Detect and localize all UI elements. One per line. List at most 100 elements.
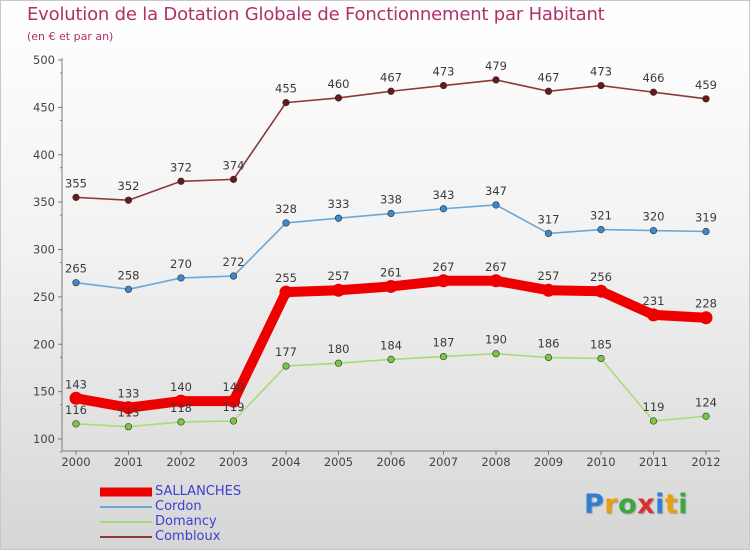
data-point-combloux: [334, 94, 343, 102]
data-point-sallanches: [174, 394, 188, 408]
data-label-combloux: 473: [590, 65, 612, 79]
y-tick-label: 500: [33, 53, 55, 67]
data-point-combloux: [177, 177, 185, 185]
x-tick-label: 2010: [586, 455, 615, 469]
data-point-domancy: [124, 423, 133, 431]
legend-swatch: [100, 520, 152, 523]
data-point-domancy: [387, 355, 395, 364]
series-line-combloux: [75, 79, 707, 202]
data-label-combloux: 467: [538, 70, 560, 84]
data-point-cordon: [702, 227, 710, 236]
data-label-sallanches: 257: [328, 269, 350, 283]
data-point-domancy: [702, 412, 710, 420]
x-tick-label: 2011: [639, 455, 668, 469]
legend-label: Cordon: [155, 499, 202, 514]
data-point-combloux: [597, 81, 605, 90]
legend-swatch: [100, 535, 152, 538]
data-label-combloux: 473: [433, 65, 455, 79]
x-tick-label: 2001: [114, 455, 143, 469]
data-point-combloux: [387, 87, 395, 95]
data-point-combloux: [282, 99, 290, 107]
data-point-cordon: [124, 285, 133, 293]
data-label-combloux: 372: [170, 160, 192, 174]
data-label-combloux: 374: [223, 158, 245, 172]
data-label-domancy: 184: [380, 338, 402, 352]
y-tick-label: 150: [33, 385, 55, 399]
data-label-cordon: 321: [590, 209, 612, 223]
data-point-cordon: [544, 229, 553, 237]
data-point-sallanches: [489, 274, 503, 288]
data-label-domancy: 119: [223, 400, 245, 414]
x-tick-label: 2008: [481, 455, 510, 469]
data-label-domancy: 116: [65, 403, 87, 417]
x-tick-label: 2003: [219, 455, 248, 469]
data-label-cordon: 320: [643, 210, 665, 224]
data-label-sallanches: 267: [433, 260, 455, 274]
y-tick-label: 200: [33, 337, 55, 351]
data-label-sallanches: 255: [275, 271, 297, 285]
x-tick-label: 2004: [271, 455, 300, 469]
data-point-cordon: [492, 201, 500, 209]
data-point-combloux: [544, 87, 553, 95]
data-label-domancy: 180: [328, 342, 350, 356]
y-tick-label: 100: [33, 432, 55, 446]
data-label-domancy: 177: [275, 345, 297, 359]
legend-item-cordon: Cordon: [100, 499, 300, 514]
data-label-domancy: 190: [485, 333, 507, 347]
data-label-domancy: 118: [170, 401, 192, 415]
data-label-sallanches: 256: [590, 270, 612, 284]
legend-label: Combloux: [155, 529, 221, 544]
data-label-cordon: 333: [328, 197, 350, 211]
data-label-cordon: 270: [170, 257, 192, 271]
x-tick-label: 2012: [691, 455, 720, 469]
logo-letter: t: [664, 489, 679, 520]
logo-letter: i: [678, 489, 689, 520]
data-label-cordon: 258: [118, 268, 140, 282]
data-label-combloux: 466: [643, 71, 665, 85]
data-label-combloux: 352: [118, 179, 140, 193]
proxiti-logo: Proxiti: [584, 489, 688, 520]
data-label-sallanches: 267: [485, 260, 507, 274]
data-point-combloux: [649, 88, 658, 96]
data-label-domancy: 119: [643, 400, 665, 414]
data-point-domancy: [177, 418, 185, 426]
logo-letter: P: [584, 489, 605, 520]
data-label-domancy: 185: [590, 337, 612, 351]
data-point-sallanches: [279, 285, 293, 299]
data-point-domancy: [439, 352, 448, 361]
data-point-domancy: [649, 417, 658, 425]
data-label-cordon: 319: [695, 210, 717, 224]
data-point-combloux: [492, 76, 500, 84]
data-point-domancy: [334, 359, 343, 367]
data-point-domancy: [544, 353, 553, 362]
logo-letter: r: [604, 489, 619, 520]
x-tick-label: 2000: [61, 455, 90, 469]
data-point-sallanches: [647, 308, 660, 322]
data-label-cordon: 343: [433, 188, 455, 202]
data-point-combloux: [439, 81, 448, 90]
data-point-cordon: [387, 209, 395, 218]
data-point-cordon: [282, 219, 290, 227]
x-tick-label: 2002: [166, 455, 195, 469]
y-tick-label: 300: [33, 243, 55, 257]
data-label-domancy: 113: [118, 406, 140, 420]
data-point-cordon: [649, 226, 658, 235]
legend-item-domancy: Domancy: [100, 514, 300, 529]
data-label-sallanches: 257: [538, 269, 560, 283]
data-label-domancy: 186: [538, 337, 560, 351]
data-label-sallanches: 231: [643, 294, 665, 308]
data-point-domancy: [72, 420, 80, 428]
x-tick-label: 2006: [376, 455, 405, 469]
logo-letter: i: [655, 489, 665, 520]
data-point-sallanches: [384, 279, 398, 293]
data-label-cordon: 265: [65, 262, 87, 276]
data-point-sallanches: [594, 284, 608, 298]
logo-letter: x: [637, 489, 656, 520]
data-label-sallanches: 140: [223, 380, 245, 394]
data-point-sallanches: [122, 401, 135, 415]
data-label-cordon: 317: [538, 212, 560, 226]
data-point-sallanches: [332, 283, 345, 297]
data-point-cordon: [229, 272, 238, 280]
data-label-combloux: 455: [275, 82, 297, 96]
